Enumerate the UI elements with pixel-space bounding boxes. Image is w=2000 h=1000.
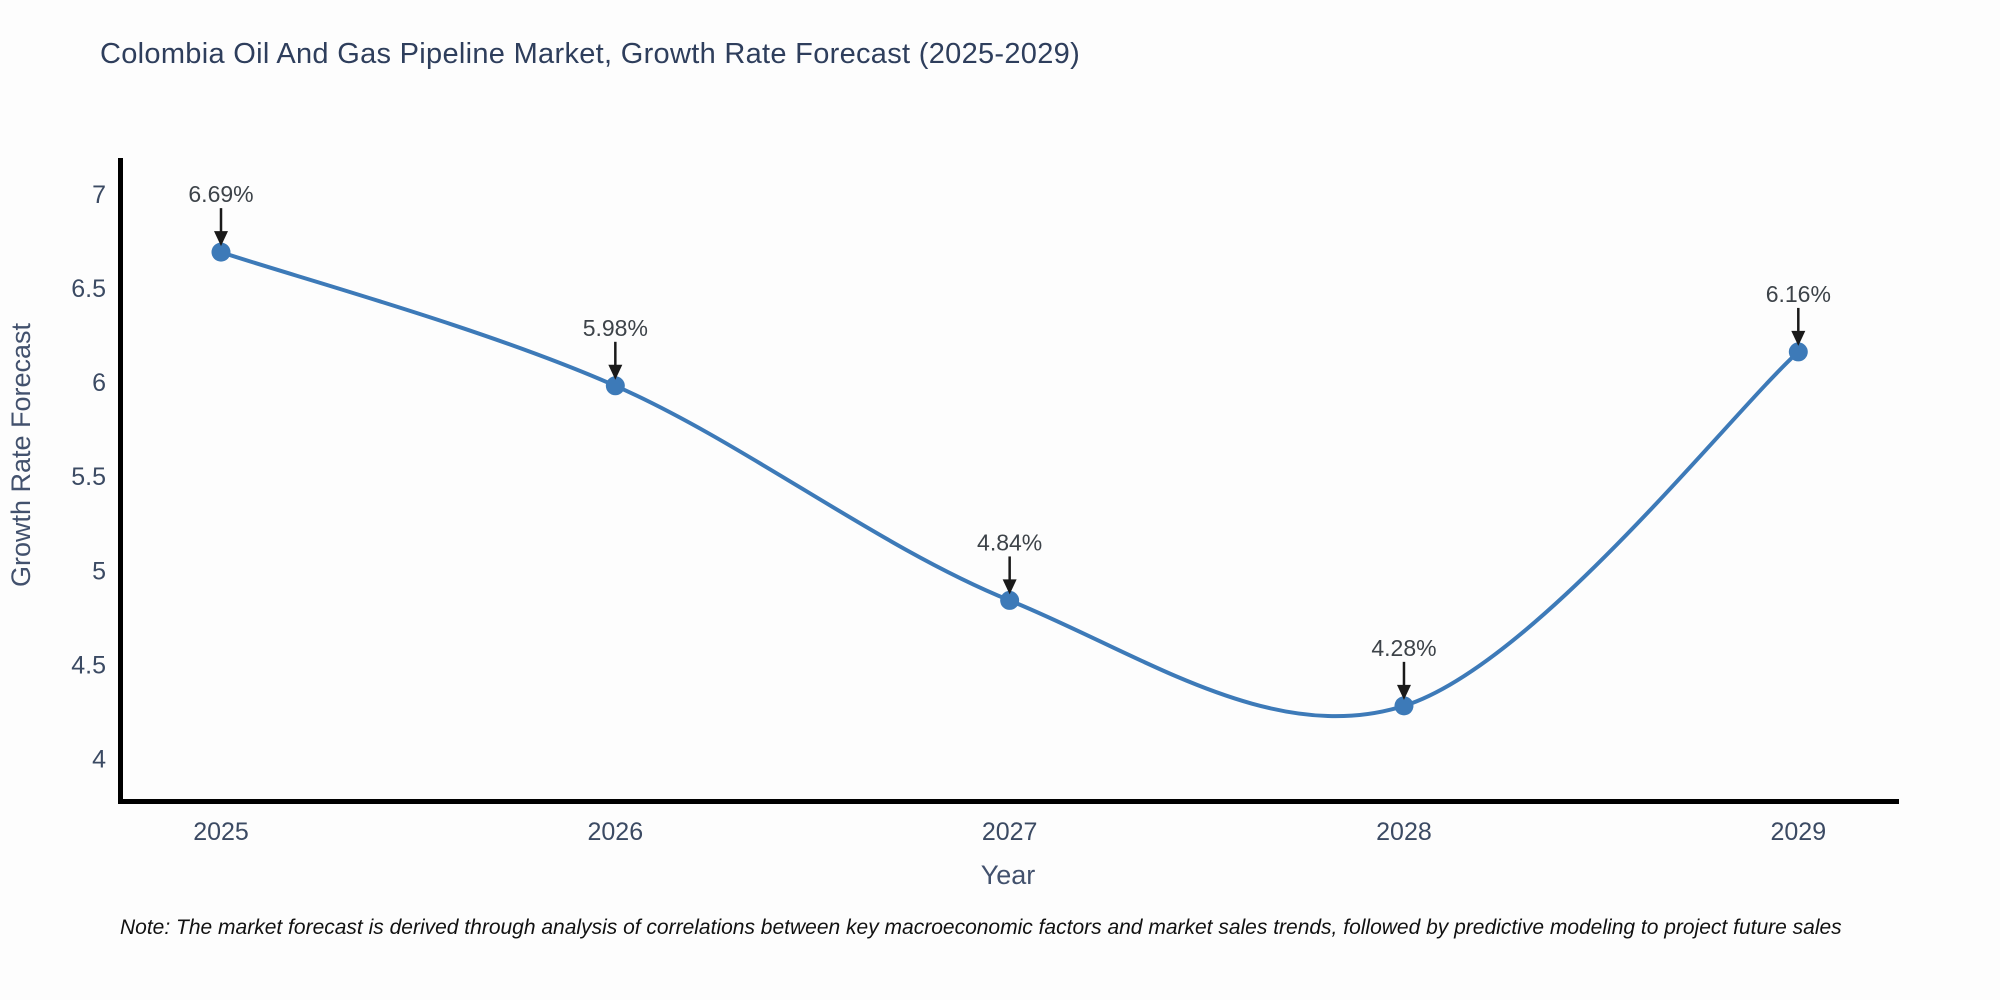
data-point-marker[interactable]: [605, 376, 625, 396]
annotation-label: 4.84%: [977, 529, 1042, 555]
trend-line: [219, 250, 1801, 719]
x-tick-label: 2028: [1376, 818, 1432, 846]
annotation-label: 4.28%: [1371, 635, 1436, 661]
y-tick-label: 6.5: [71, 275, 106, 303]
y-tick-label: 6: [92, 369, 106, 397]
data-point-marker[interactable]: [1788, 342, 1808, 362]
y-tick-label: 4.5: [71, 651, 106, 679]
annotation-arrowhead-icon: [1002, 579, 1017, 595]
annotation-arrowhead-icon: [1396, 684, 1411, 700]
x-tick-label: 2027: [982, 818, 1038, 846]
data-point-marker[interactable]: [211, 242, 231, 262]
annotation-label: 5.98%: [583, 315, 648, 341]
annotation-arrowhead-icon: [608, 364, 623, 380]
annotation-arrowhead-icon: [214, 231, 228, 247]
x-tick-label: 2029: [1770, 818, 1826, 846]
data-point-marker[interactable]: [1394, 696, 1414, 716]
y-tick-label: 5: [92, 557, 106, 585]
y-tick-label: 4: [92, 746, 106, 774]
annotation-label: 6.16%: [1766, 281, 1831, 307]
data-point-marker[interactable]: [1000, 590, 1020, 610]
x-axis-title: Year: [981, 860, 1036, 890]
annotation-arrowhead-icon: [1791, 330, 1806, 346]
y-axis-title: Growth Rate Forecast: [6, 322, 36, 587]
y-axis-line: [118, 158, 123, 804]
y-tick-label: 5.5: [71, 463, 106, 491]
x-tick-label: 2025: [193, 818, 249, 846]
y-tick-label: 7: [92, 181, 106, 209]
annotation-label: 6.69%: [188, 181, 253, 207]
footnote: Note: The market forecast is derived thr…: [120, 916, 1842, 939]
x-axis-line: [118, 799, 1899, 804]
chart-title: Colombia Oil And Gas Pipeline Market, Gr…: [100, 38, 1081, 70]
x-tick-label: 2026: [588, 818, 644, 846]
